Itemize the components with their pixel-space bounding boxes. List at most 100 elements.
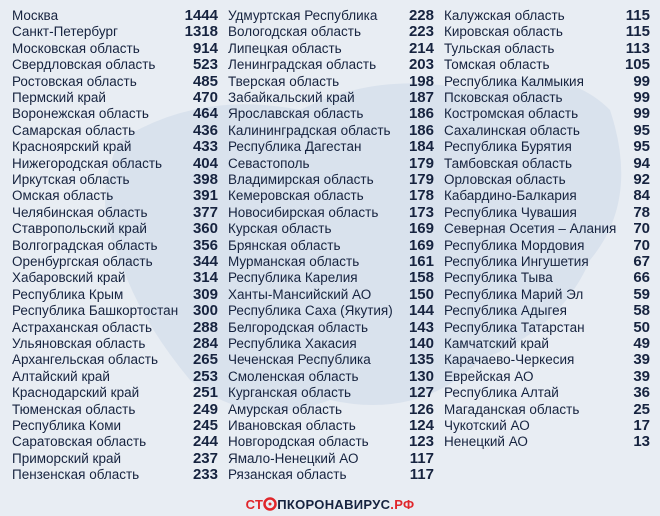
table-row: Новгородская область 123 (228, 434, 434, 450)
region-name: Воронежская область (12, 106, 149, 122)
table-row: Астраханская область 288 (12, 318, 218, 336)
table-row: Удмуртская Республика 228 (228, 8, 434, 24)
table-row: Республика Марий Эл 59 (444, 286, 650, 303)
table-row: Владимирская область 179 (228, 172, 434, 188)
case-count: 144 (408, 302, 434, 320)
region-name: Пермский край (12, 90, 106, 105)
table-row: Республика Бурятия 95 (444, 139, 650, 155)
case-count: 143 (408, 318, 434, 336)
case-count: 244 (192, 433, 218, 451)
region-name: Нижегородская область (12, 155, 163, 171)
table-row: Омская область 391 (12, 188, 218, 204)
region-name: Еврейская АО (444, 368, 534, 384)
region-name: Карачаево-Черкесия (444, 352, 575, 368)
region-name: Республика Марий Эл (444, 286, 584, 302)
logo-text: .РФ (390, 497, 415, 512)
region-name: Мурманская область (228, 254, 360, 269)
table-row: Республика Адыгея 58 (444, 303, 650, 319)
region-name: Волгоградская область (12, 237, 158, 253)
table-row: Республика Крым 309 (12, 286, 218, 303)
case-count: 436 (192, 121, 218, 139)
region-name: Кабардино-Балкария (444, 188, 577, 204)
case-count: 150 (408, 285, 434, 303)
region-name: Забайкальский край (228, 90, 355, 105)
table-row: Орловская область 92 (444, 172, 650, 188)
case-count: 115 (625, 7, 650, 24)
region-name: Курганская область (228, 385, 352, 401)
table-row: Калужская область 115 (444, 8, 650, 24)
region-name: Краснодарский край (12, 385, 140, 401)
region-name: Республика Адыгея (444, 303, 567, 319)
case-count: 39 (633, 351, 650, 369)
table-row: Московская область 914 (12, 40, 218, 57)
case-count: 184 (408, 138, 434, 156)
table-row: Костромская область 99 (444, 106, 650, 122)
table-row: Республика Ингушетия 67 (444, 254, 650, 270)
region-name: Псковская область (444, 90, 563, 105)
case-count: 49 (633, 335, 650, 352)
table-row: Кабардино-Балкария 84 (444, 188, 650, 204)
case-count: 398 (192, 171, 218, 188)
case-count: 228 (408, 7, 434, 24)
table-row: Волгоградская область 356 (12, 237, 218, 254)
region-name: Ростовская область (12, 73, 137, 89)
table-row: Воронежская область 464 (12, 106, 218, 122)
case-count: 284 (192, 335, 218, 352)
table-row: Кемеровская область 178 (228, 188, 434, 204)
region-name: Тамбовская область (444, 155, 573, 171)
logo-icon (263, 497, 277, 511)
region-name: Чеченская Республика (228, 352, 371, 368)
case-count: 203 (408, 56, 434, 74)
table-row: Республика Карелия 158 (228, 270, 434, 286)
table-row: Ростовская область 485 (12, 73, 218, 90)
table-row: Забайкальский край 187 (228, 90, 434, 106)
table-row: Приморский край 237 (12, 450, 218, 467)
region-name: Республика Саха (Якутия) (228, 303, 393, 319)
table-row: Республика Мордовия 70 (444, 237, 650, 254)
table-row: Краснодарский край 251 (12, 385, 218, 401)
region-name: Приморский край (12, 450, 122, 466)
logo-text: ПКОРОНАВИРУС (277, 497, 391, 512)
region-name: Камчатский край (444, 336, 549, 351)
region-name: Республика Мордовия (444, 237, 585, 253)
table-row: Новосибирская область 173 (228, 203, 434, 221)
table-row: Пензенская область 233 (12, 467, 218, 483)
case-count: 17 (633, 417, 650, 434)
case-count: 95 (633, 121, 650, 139)
case-count: 67 (633, 253, 650, 270)
region-name: Новосибирская область (228, 204, 379, 220)
region-name: Ленинградская область (228, 57, 377, 73)
region-name: Омская область (12, 188, 114, 204)
table-row: Челябинская область 377 (12, 204, 218, 221)
table-row: Пермский край 470 (12, 90, 218, 106)
map-shape (105, 78, 622, 412)
table-row: Амурская область 126 (228, 401, 434, 418)
case-count: 169 (408, 236, 434, 254)
table-row: Ярославская область 186 (228, 106, 434, 122)
case-count: 391 (192, 187, 218, 205)
table-row: Белгородская область 143 (228, 318, 434, 336)
region-name: Калининградская область (228, 122, 391, 138)
region-name: Владимирская область (228, 172, 374, 187)
table-row: Псковская область 99 (444, 90, 650, 106)
table-row: Оренбургская область 344 (12, 254, 218, 270)
table-row: Москва 1444 (12, 8, 218, 24)
region-name: Республика Карелия (228, 270, 358, 286)
region-name: Тюменская область (12, 401, 136, 417)
region-name: Кировская область (444, 24, 563, 40)
case-count: 58 (633, 302, 650, 320)
region-name: Республика Хакасия (228, 336, 357, 351)
region-name: Амурская область (228, 401, 343, 417)
region-name: Пензенская область (12, 467, 140, 483)
case-count: 99 (633, 105, 650, 123)
table-row: Республика Чувашия 78 (444, 204, 650, 221)
case-count: 288 (192, 318, 218, 336)
region-name: Алтайский край (12, 368, 110, 384)
case-count: 523 (192, 56, 218, 74)
region-name: Магаданская область (444, 401, 580, 417)
case-count: 198 (408, 72, 434, 90)
table-row: Чукотский АО 17 (444, 418, 650, 434)
case-count: 173 (408, 203, 434, 221)
region-name: Республика Башкортостан (12, 303, 179, 319)
